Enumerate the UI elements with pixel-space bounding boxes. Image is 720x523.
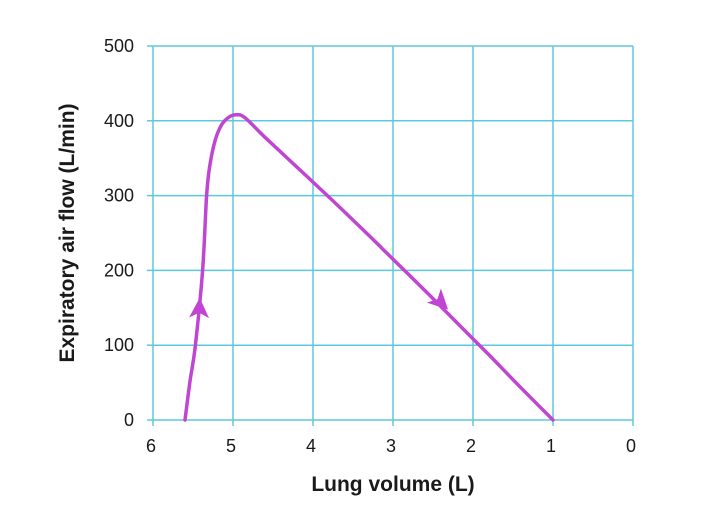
y-tick-label: 100 — [104, 335, 134, 355]
x-tick-label: 6 — [146, 436, 156, 456]
y-tick-label: 0 — [124, 410, 134, 430]
arrowhead — [189, 297, 210, 319]
x-tick-label: 3 — [386, 436, 396, 456]
flow-volume-curve — [183, 113, 555, 422]
x-tick-label: 5 — [226, 436, 236, 456]
grid — [147, 45, 634, 426]
y-tick-label: 400 — [104, 111, 134, 131]
arrowhead — [426, 288, 449, 310]
direction-arrow — [189, 297, 210, 319]
x-axis-title: Lung volume (L) — [311, 473, 474, 496]
x-tick-label: 0 — [626, 436, 636, 456]
curve-layer — [183, 113, 555, 422]
x-tick-label: 2 — [466, 436, 476, 456]
y-tick-label: 300 — [104, 186, 134, 206]
x-tick-label: 4 — [306, 436, 316, 456]
y-tick-label: 200 — [104, 260, 134, 280]
y-axis-tick-labels: 0 100 200 300 400 500 — [104, 36, 134, 430]
y-axis-title: Expiratory air flow (L/min) — [56, 103, 79, 362]
x-tick-label: 1 — [546, 436, 556, 456]
x-axis-tick-labels: 6 5 4 3 2 1 0 — [146, 436, 636, 456]
y-tick-label: 500 — [104, 36, 134, 56]
direction-arrow — [426, 288, 449, 310]
